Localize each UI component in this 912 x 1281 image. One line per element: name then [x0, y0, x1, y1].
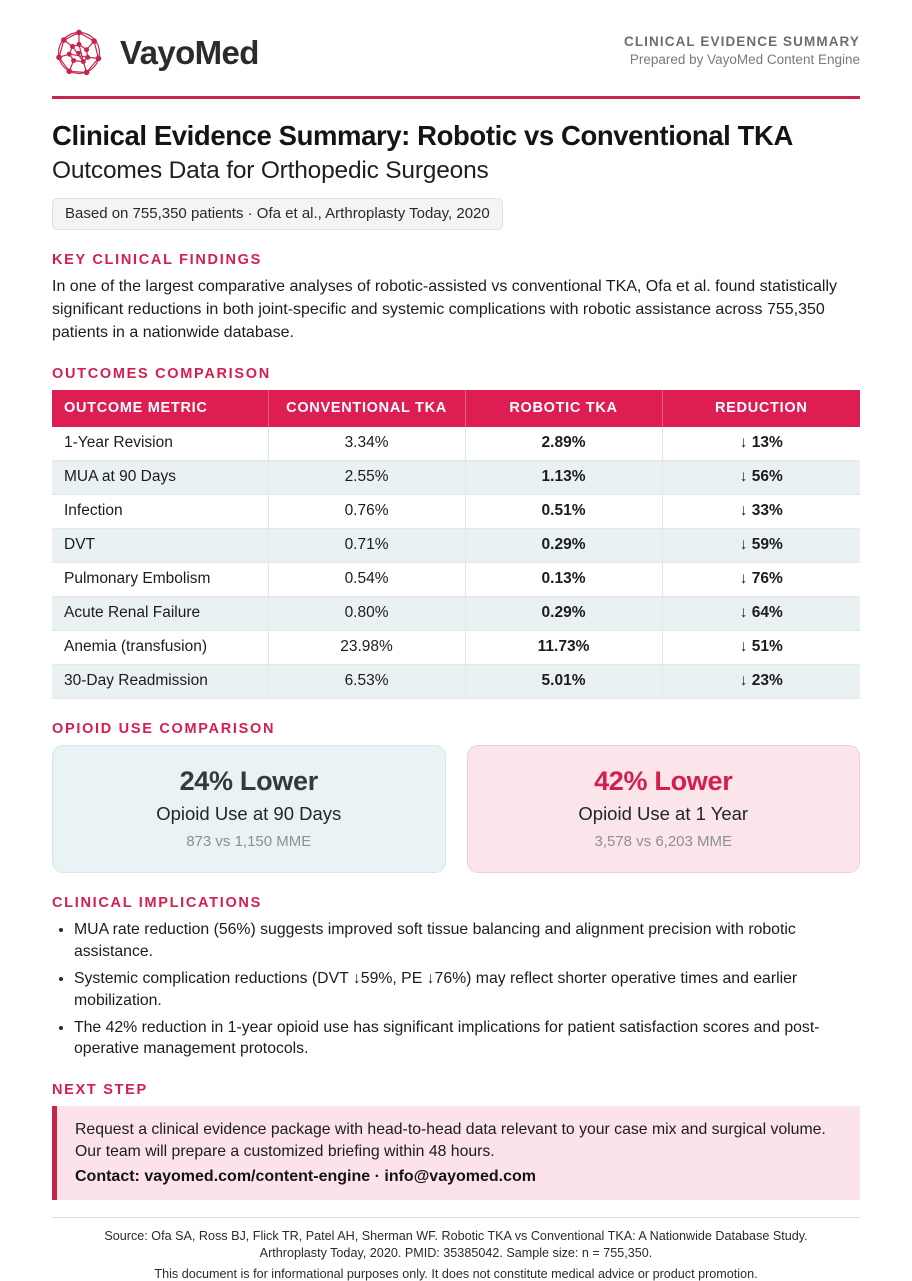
opioid-card-90-days: 24% Lower Opioid Use at 90 Days 873 vs 1…: [52, 745, 446, 874]
cell-robotic: 11.73%: [465, 630, 663, 666]
cell-metric: 1-Year Revision: [52, 427, 269, 462]
table-header-row: OUTCOME METRIC CONVENTIONAL TKA ROBOTIC …: [52, 390, 860, 428]
cell-conventional: 2.55%: [268, 460, 466, 496]
cell-robotic: 5.01%: [465, 664, 663, 700]
section-heading-outcomes: OUTCOMES COMPARISON: [52, 366, 271, 383]
cell-metric: Acute Renal Failure: [52, 596, 269, 632]
cell-reduction: ↓ 33%: [662, 494, 860, 530]
cell-metric: DVT: [52, 528, 269, 564]
column-header-conventional: CONVENTIONAL TKA: [268, 390, 466, 428]
cell-metric: 30-Day Readmission: [52, 664, 269, 700]
cell-robotic: 1.13%: [465, 460, 663, 496]
document-footer: Source: Ofa SA, Ross BJ, Flick TR, Patel…: [52, 1217, 860, 1281]
cell-reduction: ↓ 23%: [662, 664, 860, 700]
header-subtitle: Prepared by VayoMed Content Engine: [629, 52, 860, 67]
next-step-contact[interactable]: Contact: vayomed.com/content-engine · in…: [75, 1168, 536, 1186]
table-row: 30-Day Readmission 6.53% 5.01% ↓ 23%: [52, 664, 860, 700]
column-header-reduction: REDUCTION: [662, 390, 860, 428]
cell-robotic: 2.89%: [465, 427, 663, 462]
title-block: Clinical Evidence Summary: Robotic vs Co…: [52, 120, 860, 231]
opioid-card-detail: 873 vs 1,150 MME: [186, 833, 312, 851]
header-meta: CLINICAL EVIDENCE SUMMARY Prepared by Va…: [624, 26, 860, 67]
cell-metric: Infection: [52, 494, 269, 530]
document-header: VayoMed CLINICAL EVIDENCE SUMMARY Prepar…: [52, 22, 860, 80]
table-row: Anemia (transfusion) 23.98% 11.73% ↓ 51%: [52, 630, 860, 666]
study-basis-chip: Based on 755,350 patients · Ofa et al., …: [52, 198, 503, 231]
cell-robotic: 0.29%: [465, 528, 663, 564]
section-heading-key-findings: KEY CLINICAL FINDINGS: [52, 252, 262, 269]
table-row: Acute Renal Failure 0.80% 0.29% ↓ 64%: [52, 596, 860, 632]
table-row: Infection 0.76% 0.51% ↓ 33%: [52, 494, 860, 530]
cell-conventional: 0.71%: [268, 528, 466, 564]
cell-robotic: 0.51%: [465, 494, 663, 530]
footer-disclaimer: This document is for informational purpo…: [154, 1267, 758, 1281]
opioid-card-1-year: 42% Lower Opioid Use at 1 Year 3,578 vs …: [466, 745, 860, 874]
network-graph-icon: [56, 29, 102, 76]
cell-metric: Anemia (transfusion): [52, 630, 269, 666]
cell-conventional: 0.80%: [268, 596, 466, 632]
list-item: Systemic complication reductions (DVT ↓5…: [74, 968, 860, 1012]
opioid-card-headline: 42% Lower: [594, 766, 733, 797]
section-heading-opioid: OPIOID USE COMPARISON: [52, 721, 276, 738]
cell-reduction: ↓ 76%: [662, 562, 860, 598]
document-page: VayoMed CLINICAL EVIDENCE SUMMARY Prepar…: [0, 0, 912, 1168]
header-kicker: CLINICAL EVIDENCE SUMMARY: [623, 34, 860, 49]
cell-metric: Pulmonary Embolism: [52, 562, 269, 598]
cell-conventional: 23.98%: [268, 630, 466, 666]
footer-source-line-2: Arthroplasty Today, 2020. PMID: 35385042…: [259, 1246, 653, 1261]
cell-metric: MUA at 90 Days: [52, 460, 269, 496]
column-header-robotic: ROBOTIC TKA: [465, 390, 663, 428]
page-subtitle: Outcomes Data for Orthopedic Surgeons: [52, 156, 489, 184]
clinical-implications-list: MUA rate reduction (56%) suggests improv…: [52, 919, 860, 1060]
list-item: MUA rate reduction (56%) suggests improv…: [74, 919, 860, 963]
cell-conventional: 0.54%: [268, 562, 466, 598]
page-title: Clinical Evidence Summary: Robotic vs Co…: [52, 120, 793, 151]
opioid-card-detail: 3,578 vs 6,203 MME: [594, 833, 733, 851]
opioid-card-label: Opioid Use at 90 Days: [156, 803, 342, 825]
cell-reduction: ↓ 64%: [662, 596, 860, 632]
cell-conventional: 6.53%: [268, 664, 466, 700]
table-body: 1-Year Revision 3.34% 2.89% ↓ 13% MUA at 90 …: [52, 427, 860, 700]
brand-name: VayoMed: [120, 34, 259, 71]
key-findings-text: In one of the largest comparative analys…: [52, 278, 837, 341]
cell-reduction: ↓ 51%: [662, 630, 860, 666]
table-header: OUTCOME METRIC CONVENTIONAL TKA ROBOTIC …: [52, 390, 860, 428]
list-item: The 42% reduction in 1-year opioid use h…: [74, 1017, 860, 1061]
footer-source-line-1: Source: Ofa SA, Ross BJ, Flick TR, Patel…: [104, 1229, 808, 1244]
cell-reduction: ↓ 56%: [662, 460, 860, 496]
cell-conventional: 0.76%: [268, 494, 466, 530]
next-step-text: Request a clinical evidence package with…: [75, 1121, 826, 1161]
brand-lockup: VayoMed: [52, 26, 259, 80]
outcomes-comparison-table: OUTCOME METRIC CONVENTIONAL TKA ROBOTIC …: [52, 390, 860, 700]
table-row: DVT 0.71% 0.29% ↓ 59%: [52, 528, 860, 564]
cell-conventional: 3.34%: [268, 427, 466, 462]
section-heading-implications: CLINICAL IMPLICATIONS: [52, 895, 262, 912]
table-row: 1-Year Revision 3.34% 2.89% ↓ 13%: [52, 427, 860, 462]
next-step-callout: Request a clinical evidence package with…: [52, 1106, 860, 1201]
opioid-card-headline: 24% Lower: [179, 766, 319, 797]
cell-robotic: 0.13%: [465, 562, 663, 598]
cell-reduction: ↓ 13%: [662, 427, 860, 462]
column-header-metric: OUTCOME METRIC: [52, 390, 269, 428]
table-row: Pulmonary Embolism 0.54% 0.13% ↓ 76%: [52, 562, 860, 598]
cell-reduction: ↓ 59%: [662, 528, 860, 564]
table-row: MUA at 90 Days 2.55% 1.13% ↓ 56%: [52, 460, 860, 496]
opioid-card-group: 24% Lower Opioid Use at 90 Days 873 vs 1…: [52, 745, 860, 874]
section-heading-next-step: NEXT STEP: [52, 1082, 148, 1099]
opioid-card-label: Opioid Use at 1 Year: [578, 803, 749, 825]
cell-robotic: 0.29%: [465, 596, 663, 632]
header-divider: [52, 96, 860, 99]
